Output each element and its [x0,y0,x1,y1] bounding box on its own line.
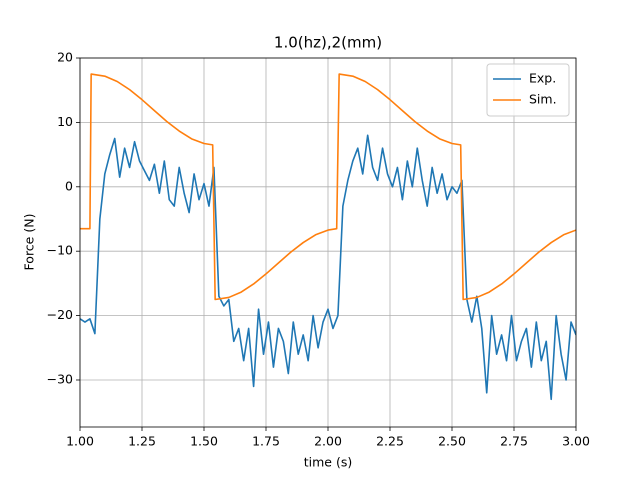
y-tick-label: 10 [57,114,73,129]
x-tick-label: 1.75 [252,434,280,449]
x-tick-label: 2.00 [314,434,342,449]
x-tick-label: 2.75 [500,434,528,449]
series-line [80,134,576,401]
x-tick-label: 2.25 [376,434,404,449]
x-axis-label: time (s) [304,455,352,470]
series-line [80,73,576,301]
x-tick-label: 1.00 [66,434,94,449]
chart-title: 1.0(hz),2(mm) [274,34,382,52]
plot-frame [79,57,577,428]
legend-box [486,63,570,117]
x-tick-label: 3.00 [562,434,590,449]
y-tick-label: −30 [47,371,73,386]
x-tick-label: 2.50 [438,434,466,449]
legend-label: Sim. [529,92,557,107]
y-axis-label: Force (N) [22,214,37,271]
y-tick-label: 0 [65,178,73,193]
y-tick-label: −20 [47,307,73,322]
x-tick-label: 1.50 [190,434,218,449]
y-tick-label: 20 [57,50,73,65]
legend-label: Exp. [529,71,556,86]
y-tick-label: −10 [47,243,73,258]
x-tick-label: 1.25 [128,434,156,449]
